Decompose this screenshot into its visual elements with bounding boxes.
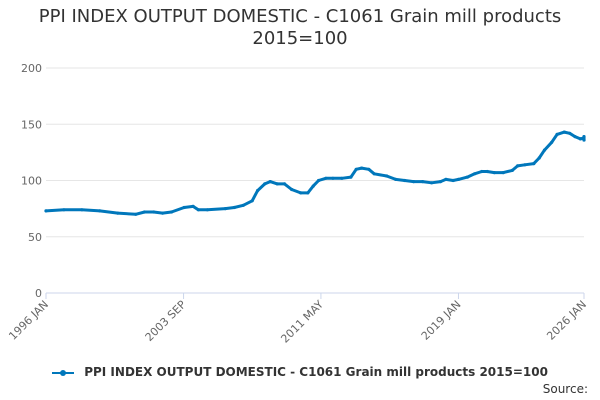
data-point[interactable] <box>268 180 272 184</box>
data-point[interactable] <box>480 169 484 174</box>
data-point[interactable] <box>568 131 572 135</box>
data-point[interactable] <box>275 182 279 186</box>
data-point[interactable] <box>80 208 84 212</box>
x-tick-label: 2026 JAN <box>544 298 589 343</box>
data-point[interactable] <box>116 211 120 215</box>
data-point[interactable] <box>299 191 303 195</box>
data-point[interactable] <box>241 203 245 207</box>
data-point[interactable] <box>349 175 353 179</box>
legend[interactable]: PPI INDEX OUTPUT DOMESTIC - C1061 Grain … <box>0 365 600 379</box>
data-point[interactable] <box>573 135 577 139</box>
legend-label: PPI INDEX OUTPUT DOMESTIC - C1061 Grain … <box>84 365 548 379</box>
data-point[interactable] <box>256 189 260 193</box>
data-point[interactable] <box>456 177 461 181</box>
data-point[interactable] <box>451 178 455 183</box>
y-tick-label: 0 <box>35 287 42 300</box>
x-tick-label: 2019 JAN <box>419 298 464 343</box>
grid <box>46 67 584 238</box>
data-point[interactable] <box>191 204 195 208</box>
data-point[interactable] <box>324 176 328 180</box>
data-point[interactable] <box>331 176 335 180</box>
data-point[interactable] <box>306 191 310 195</box>
data-point[interactable] <box>62 208 66 212</box>
data-point[interactable] <box>485 169 489 174</box>
data-point[interactable] <box>152 210 156 214</box>
data-point[interactable] <box>182 205 186 210</box>
data-point[interactable] <box>360 166 364 170</box>
data-point[interactable] <box>134 212 138 216</box>
chart-title-line2: 2015=100 <box>252 28 348 49</box>
data-point[interactable] <box>317 178 321 183</box>
x-tick-label: 1996 JAN <box>6 298 51 343</box>
source-label: Source: <box>542 382 588 396</box>
data-point[interactable] <box>523 163 527 167</box>
data-point[interactable] <box>421 180 425 184</box>
legend-swatch <box>52 367 75 379</box>
data-point[interactable] <box>582 135 586 139</box>
data-point[interactable] <box>394 177 398 181</box>
data-point[interactable] <box>205 208 209 212</box>
chart-title: PPI INDEX OUTPUT DOMESTIC - C1061 Grain … <box>0 6 600 50</box>
data-point[interactable] <box>542 148 547 152</box>
data-point[interactable] <box>510 168 514 172</box>
data-point[interactable] <box>232 205 236 210</box>
data-point[interactable] <box>492 171 496 175</box>
data-point[interactable] <box>311 184 315 188</box>
data-point[interactable] <box>340 176 344 180</box>
data-point[interactable] <box>354 167 358 171</box>
data-point[interactable] <box>372 172 376 176</box>
data-point[interactable] <box>537 156 541 160</box>
x-axis: 1996 JAN 2003 SEP 2011 MAY 2019 JAN 2026 JAN <box>6 292 589 346</box>
data-point[interactable] <box>196 208 200 212</box>
data-point[interactable] <box>403 178 407 183</box>
data-point[interactable] <box>250 199 254 203</box>
data-point[interactable] <box>169 210 174 214</box>
data-point[interactable] <box>532 162 536 166</box>
data-point[interactable] <box>282 182 287 186</box>
chart-title-line1: PPI INDEX OUTPUT DOMESTIC - C1061 Grain … <box>38 6 562 27</box>
data-point[interactable] <box>98 209 102 213</box>
data-point[interactable] <box>430 181 434 185</box>
data-point[interactable] <box>438 180 443 184</box>
data-point[interactable] <box>582 138 586 142</box>
data-point[interactable] <box>143 210 147 214</box>
data-point[interactable] <box>578 137 583 141</box>
data-point[interactable] <box>290 187 294 192</box>
y-tick-label: 100 <box>21 175 42 188</box>
data-point[interactable] <box>473 172 477 176</box>
y-tick-label: 150 <box>21 118 42 131</box>
data-point[interactable] <box>385 174 389 178</box>
data-point[interactable] <box>562 130 566 134</box>
data-point[interactable] <box>444 177 448 181</box>
data-point[interactable] <box>161 211 165 215</box>
y-tick-label: 50 <box>28 231 42 244</box>
data-point[interactable] <box>44 209 48 213</box>
data-point[interactable] <box>223 207 227 211</box>
y-axis: 0 50 100 150 200 <box>21 62 42 300</box>
data-point[interactable] <box>516 164 520 168</box>
data-point[interactable] <box>465 175 469 179</box>
data-point[interactable] <box>367 167 371 171</box>
data-point[interactable] <box>555 132 559 136</box>
y-tick-label: 200 <box>21 62 42 75</box>
data-point[interactable] <box>263 182 267 186</box>
data-point[interactable] <box>501 171 505 175</box>
data-point[interactable] <box>412 180 416 184</box>
x-tick-label: 2003 SEP <box>143 298 189 344</box>
x-tick-label: 2011 MAY <box>278 298 326 346</box>
series-group <box>44 130 586 216</box>
data-point[interactable] <box>550 140 554 144</box>
